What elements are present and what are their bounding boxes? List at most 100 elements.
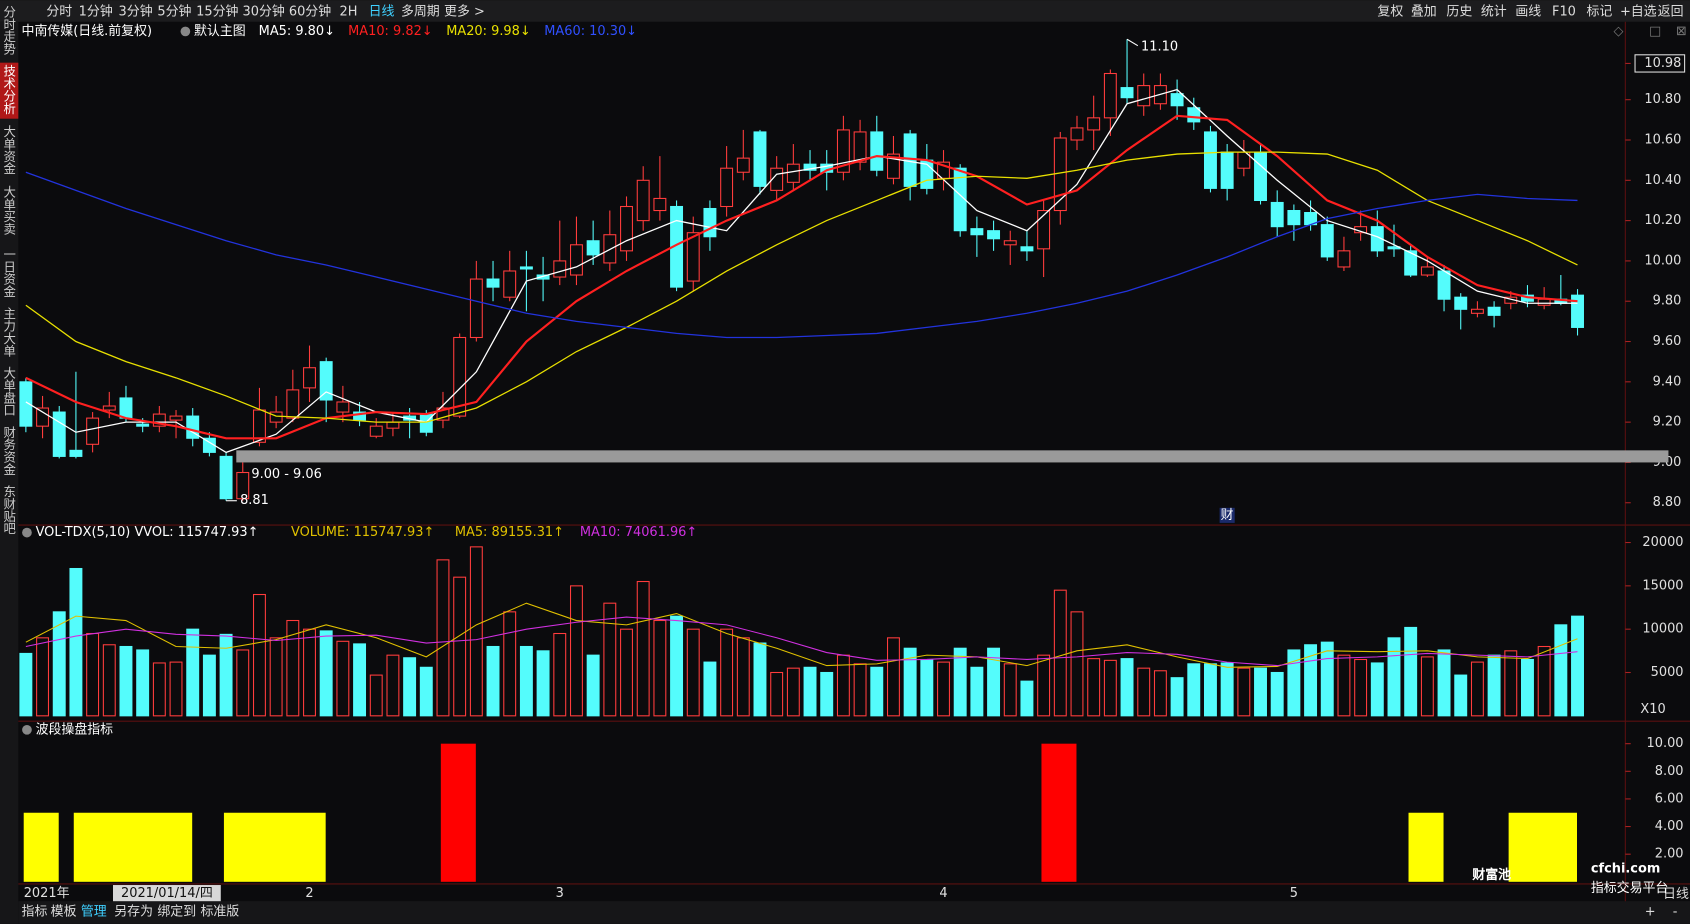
period-tab[interactable]: 2H xyxy=(340,5,358,20)
close-icon[interactable]: ⊠ xyxy=(1676,24,1687,39)
candle-body xyxy=(720,167,734,208)
toolbar-button[interactable]: 统计 xyxy=(1481,5,1507,20)
candle-body xyxy=(770,167,784,191)
volume-bar xyxy=(970,666,984,717)
zoom-out[interactable]: - xyxy=(1673,904,1678,919)
sidebar-tab[interactable]: 一日资金 xyxy=(2,248,17,298)
marker[interactable]: 财 xyxy=(1221,508,1234,523)
bottom-tab[interactable]: 标准版 xyxy=(200,904,239,919)
signal-bar xyxy=(1041,743,1077,882)
candle-body xyxy=(519,266,533,270)
period-tab[interactable]: 30分钟 xyxy=(243,4,285,20)
volume-bar xyxy=(1203,663,1217,717)
toolbar-button[interactable]: 复权 xyxy=(1377,4,1403,20)
ma-line xyxy=(25,151,1578,423)
volume-bar xyxy=(1037,654,1051,717)
volume-bar xyxy=(303,628,316,717)
period-tab[interactable]: 分时 xyxy=(46,5,72,20)
volume-bar xyxy=(1520,658,1534,717)
period-tab[interactable]: 更多 > xyxy=(444,5,485,20)
signal-bar xyxy=(73,812,193,882)
period-tab[interactable]: 5分钟 xyxy=(157,4,191,20)
toolbar-button[interactable]: +自选 xyxy=(1620,5,1657,20)
period-tab[interactable]: 1分钟 xyxy=(79,4,113,20)
y-tick-label: 20000 xyxy=(1642,535,1683,550)
candle-body xyxy=(86,417,100,445)
unit-label: X10 xyxy=(1640,702,1665,717)
volume-bar xyxy=(219,633,233,717)
sidebar-tab[interactable]: 大单买卖 xyxy=(2,185,17,235)
price-highlight-box xyxy=(1634,54,1686,73)
volume-bar xyxy=(770,671,784,717)
volume-bar xyxy=(903,647,917,717)
bottom-tab[interactable]: 指标 xyxy=(22,904,48,919)
panel-icon[interactable] xyxy=(22,724,32,735)
toolbar-button[interactable]: 画线 xyxy=(1515,5,1541,20)
volume-bar xyxy=(353,643,367,717)
period-tab[interactable]: 3分钟 xyxy=(119,4,153,20)
marker-bg xyxy=(1219,507,1235,523)
toolbar-button[interactable]: F10 xyxy=(1552,5,1576,20)
toolbar-button[interactable]: 历史 xyxy=(1446,5,1472,20)
bottom-tab[interactable]: 绑定到 xyxy=(157,904,196,919)
bottom-tab[interactable]: 管理 xyxy=(81,904,107,919)
candle-body xyxy=(369,425,383,437)
period-tab[interactable]: 多周期 xyxy=(401,5,440,20)
volume-bar xyxy=(1053,589,1067,717)
ma-line xyxy=(25,114,1578,440)
volume-bar xyxy=(1237,667,1251,717)
candle-body xyxy=(853,131,867,163)
diamond-icon[interactable]: ◇ xyxy=(1613,24,1623,39)
y-tick-label: 6.00 xyxy=(1655,791,1684,806)
volume-bar xyxy=(703,661,717,717)
watermark-site: cfchi.com xyxy=(1591,861,1660,876)
candle-body xyxy=(102,405,116,411)
period-tab[interactable]: 60分钟 xyxy=(289,4,331,20)
toolbar-button[interactable]: 返回 xyxy=(1658,5,1684,20)
candle-body xyxy=(19,381,33,427)
panel-icon[interactable] xyxy=(180,26,191,37)
sidebar-tab[interactable]: 主力大单 xyxy=(2,307,17,357)
square-icon[interactable]: □ xyxy=(1649,24,1661,39)
volume-bar xyxy=(1554,624,1568,717)
sidebar-tab[interactable]: 技术分析 xyxy=(2,65,17,115)
top-toolbar xyxy=(0,0,1690,22)
toolbar-button[interactable]: 标记 xyxy=(1587,5,1613,20)
candle-body xyxy=(1254,151,1267,201)
sidebar-tab[interactable]: 财务资金 xyxy=(2,426,17,476)
legend-entry: MA5: 89155.31↑ xyxy=(455,525,564,540)
period-label: 日线 xyxy=(1663,887,1689,902)
period-tab[interactable]: 15分钟 xyxy=(196,4,238,20)
candle-body xyxy=(319,361,333,401)
candle-body xyxy=(1287,209,1301,226)
sidebar-tab[interactable]: 大单资金 xyxy=(2,125,17,175)
sidebar-tab[interactable]: 大单盘口 xyxy=(2,367,17,417)
legend-entry: MA10: 74061.96↑ xyxy=(580,525,697,540)
x-tick-label: 2 xyxy=(305,886,313,901)
legend-entry: MA5: 9.80↓ xyxy=(259,24,335,39)
bottom-tab[interactable]: 模板 xyxy=(51,904,77,919)
volume-bar xyxy=(319,630,333,717)
candle-body xyxy=(1087,117,1101,131)
candle-body xyxy=(1337,250,1351,268)
candle-body xyxy=(269,411,283,423)
candle-body xyxy=(803,163,817,171)
sidebar-tab[interactable]: 东财贴吧 xyxy=(2,485,17,535)
volume-bar xyxy=(1504,650,1518,717)
period-tab[interactable]: 日线 xyxy=(369,5,395,20)
volume-bar xyxy=(403,657,417,717)
sidebar-tab[interactable]: 分时走势 xyxy=(2,5,17,55)
volume-bar xyxy=(1420,656,1434,717)
toolbar-button[interactable]: 叠加 xyxy=(1411,5,1437,20)
panel-icon[interactable] xyxy=(22,527,32,538)
volume-bar xyxy=(1020,680,1034,717)
volume-bar xyxy=(152,662,166,717)
y-tick-label: 10.60 xyxy=(1644,133,1681,148)
candle-body xyxy=(186,415,200,439)
bottom-tab[interactable]: 另存为 xyxy=(114,904,153,919)
y-tick-label: 2.00 xyxy=(1655,847,1684,862)
chart-title: 中南传媒(日线.前复权) xyxy=(22,23,153,39)
y-tick-label: 9.20 xyxy=(1653,415,1682,430)
zoom-in[interactable]: + xyxy=(1645,904,1656,919)
candle-body xyxy=(503,270,517,298)
